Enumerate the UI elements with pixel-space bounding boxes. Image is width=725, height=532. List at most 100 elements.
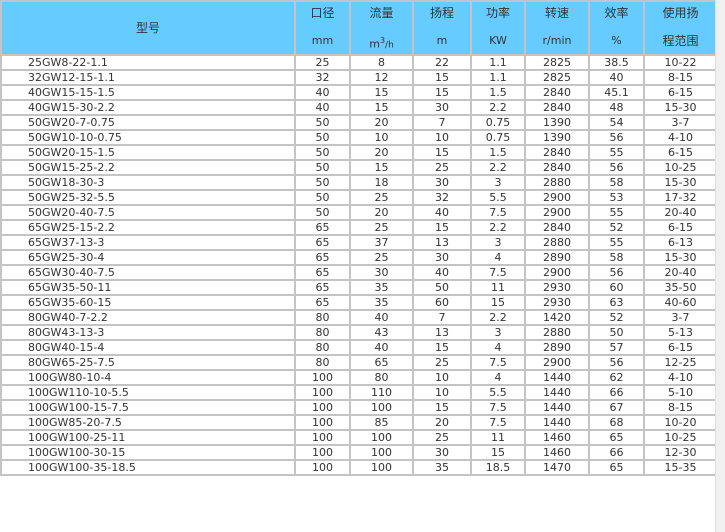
cell-power: 11 (470, 428, 526, 446)
cell-head: 40 (412, 263, 472, 281)
cell-head-range: 35-50 (643, 278, 718, 296)
cell-head-range: 8-15 (643, 68, 718, 86)
cell-speed: 2840 (524, 98, 590, 116)
header-power: 功率 KW (470, 0, 526, 56)
cell-power: 15 (470, 293, 526, 311)
table-row: 65GW25-15-2.2 65 25 15 2.2 2840 52 6-15 (0, 218, 718, 236)
table-row: 80GW65-25-7.5 80 65 25 7.5 2900 56 12-25 (0, 353, 718, 371)
cell-flow: 20 (349, 143, 414, 161)
cell-head: 15 (412, 83, 472, 101)
cell-power: 1.5 (470, 143, 526, 161)
cell-model: 100GW100-30-15 (0, 443, 296, 461)
table-row: 100GW100-25-11 100 100 25 11 1460 65 10-25 (0, 428, 718, 446)
cell-head: 32 (412, 188, 472, 206)
table-row: 50GW18-30-3 50 18 30 3 2880 58 15-30 (0, 173, 718, 191)
scrollbar[interactable] (715, 0, 725, 532)
cell-head-range: 3-7 (643, 113, 718, 131)
cell-power: 7.5 (470, 263, 526, 281)
cell-head: 30 (412, 98, 472, 116)
cell-model: 80GW65-25-7.5 (0, 353, 296, 371)
cell-flow: 35 (349, 293, 414, 311)
header-unit: KW (489, 34, 507, 47)
cell-head: 25 (412, 158, 472, 176)
cell-model: 50GW18-30-3 (0, 173, 296, 191)
table-row: 100GW85-20-7.5 100 85 20 7.5 1440 68 10-20 (0, 413, 718, 431)
cell-head-range: 6-15 (643, 338, 718, 356)
cell-flow: 25 (349, 188, 414, 206)
cell-flow: 40 (349, 338, 414, 356)
cell-flow: 80 (349, 368, 414, 386)
cell-head-range: 15-30 (643, 98, 718, 116)
cell-model: 100GW100-25-11 (0, 428, 296, 446)
header-head-range: 使用扬 程范围 (643, 0, 718, 56)
cell-diameter: 50 (294, 188, 351, 206)
table-row: 50GW15-25-2.2 50 15 25 2.2 2840 56 10-25 (0, 158, 718, 176)
cell-head-range: 15-30 (643, 248, 718, 266)
unit-rest: /h (385, 40, 394, 51)
cell-head-range: 6-15 (643, 83, 718, 101)
table-row: 40GW15-30-2.2 40 15 30 2.2 2840 48 15-30 (0, 98, 718, 116)
cell-head: 30 (412, 173, 472, 191)
cell-head: 30 (412, 248, 472, 266)
cell-efficiency: 63 (588, 293, 645, 311)
cell-power: 2.2 (470, 98, 526, 116)
cell-power: 4 (470, 248, 526, 266)
table-row: 50GW20-40-7.5 50 20 40 7.5 2900 55 20-40 (0, 203, 718, 221)
cell-flow: 43 (349, 323, 414, 341)
cell-head: 15 (412, 143, 472, 161)
cell-flow: 15 (349, 158, 414, 176)
cell-efficiency: 58 (588, 173, 645, 191)
table-row: 100GW100-15-7.5 100 100 15 7.5 1440 67 8-15 (0, 398, 718, 416)
cell-power: 7.5 (470, 413, 526, 431)
cell-diameter: 100 (294, 443, 351, 461)
cell-model: 25GW8-22-1.1 (0, 53, 296, 71)
cell-head-range: 6-15 (643, 143, 718, 161)
cell-flow: 20 (349, 203, 414, 221)
cell-diameter: 65 (294, 248, 351, 266)
table-row: 65GW35-50-11 65 35 50 11 2930 60 35-50 (0, 278, 718, 296)
cell-head-range: 6-13 (643, 233, 718, 251)
cell-head-range: 5-10 (643, 383, 718, 401)
cell-speed: 1460 (524, 443, 590, 461)
cell-power: 18.5 (470, 458, 526, 476)
cell-diameter: 50 (294, 158, 351, 176)
cell-flow: 10 (349, 128, 414, 146)
header-label: 使用扬 (662, 6, 699, 20)
cell-head-range: 20-40 (643, 263, 718, 281)
cell-head: 60 (412, 293, 472, 311)
cell-speed: 1440 (524, 368, 590, 386)
cell-efficiency: 58 (588, 248, 645, 266)
cell-speed: 2900 (524, 263, 590, 281)
cell-head-range: 8-15 (643, 398, 718, 416)
header-label: 功率 (485, 6, 510, 20)
cell-model: 65GW35-50-11 (0, 278, 296, 296)
cell-head: 25 (412, 428, 472, 446)
cell-speed: 1390 (524, 113, 590, 131)
cell-head-range: 10-25 (643, 428, 718, 446)
header-label: 扬程 (429, 6, 454, 20)
cell-power: 5.5 (470, 383, 526, 401)
cell-diameter: 40 (294, 83, 351, 101)
cell-head-range: 40-60 (643, 293, 718, 311)
cell-speed: 1390 (524, 128, 590, 146)
cell-flow: 85 (349, 413, 414, 431)
cell-efficiency: 40 (588, 68, 645, 86)
cell-speed: 1440 (524, 398, 590, 416)
table-header-row: 型号 口径 mm 流量 m3/h 扬程 m 功率 KW 转速 r/min 效率% 使用扬程… (0, 0, 718, 56)
cell-flow: 15 (349, 83, 414, 101)
table-row: 80GW40-15-4 80 40 15 4 2890 57 6-15 (0, 338, 718, 356)
cell-efficiency: 56 (588, 158, 645, 176)
header-diameter: 口径 mm (294, 0, 351, 56)
cell-power: 1.1 (470, 53, 526, 71)
cell-head: 50 (412, 278, 472, 296)
cell-head: 10 (412, 128, 472, 146)
cell-head: 7 (412, 113, 472, 131)
cell-flow: 100 (349, 443, 414, 461)
cell-efficiency: 45.1 (588, 83, 645, 101)
table-row: 65GW37-13-3 65 37 13 3 2880 55 6-13 (0, 233, 718, 251)
cell-head: 35 (412, 458, 472, 476)
header-speed: 转速 r/min (524, 0, 590, 56)
cell-speed: 2930 (524, 278, 590, 296)
cell-speed: 1440 (524, 413, 590, 431)
cell-head: 15 (412, 68, 472, 86)
